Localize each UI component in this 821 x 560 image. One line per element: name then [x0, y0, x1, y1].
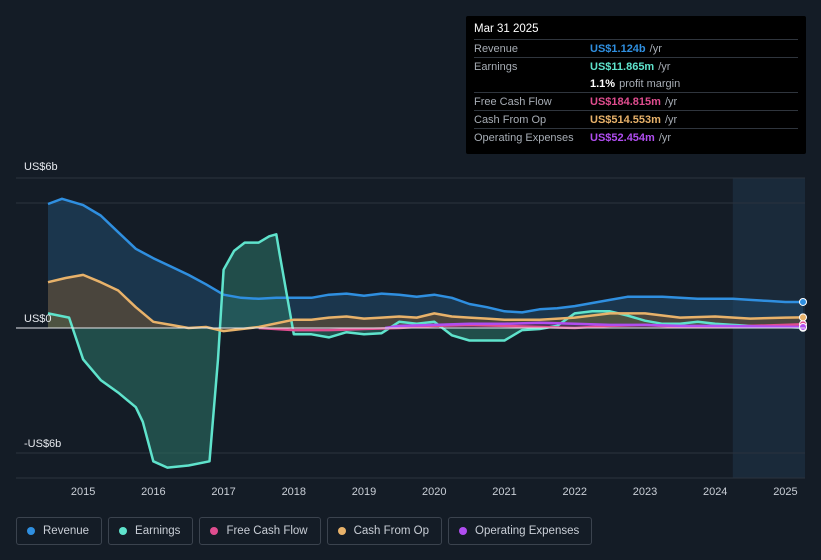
tooltip-row: Earnings US$11.865m/yr: [474, 57, 798, 75]
x-tick-label: 2020: [422, 486, 446, 498]
legend-dot-icon: [119, 527, 128, 535]
legend: Revenue Earnings Free Cash Flow Cash From O…: [16, 517, 593, 546]
legend-item-free-cash-flow[interactable]: Free Cash Flow: [199, 517, 321, 545]
x-tick-label: 2015: [71, 486, 95, 498]
series-end-point-3: [799, 313, 807, 322]
series-end-point-4: [799, 322, 807, 331]
tooltip: Mar 31 2025 Revenue US$1.124b/yr Earnings U…: [466, 16, 806, 154]
tooltip-row-unit: /yr: [658, 132, 672, 144]
legend-item-operating-expenses[interactable]: Operating Expenses: [448, 517, 593, 545]
legend-label: Earnings: [135, 525, 181, 537]
tooltip-row: 1.1% profit margin: [474, 75, 798, 92]
tooltip-row: Cash From Op US$514.553m/yr: [474, 110, 798, 128]
series-end-point-0: [799, 297, 807, 306]
legend-label: Free Cash Flow: [226, 525, 308, 537]
legend-label: Revenue: [43, 525, 90, 537]
legend-item-earnings[interactable]: Earnings: [108, 517, 194, 545]
series-area-1: [48, 234, 803, 468]
legend-dot-icon: [337, 527, 346, 535]
series-areas: [48, 198, 803, 468]
series-area-3: [48, 274, 803, 332]
series-line-4: [384, 321, 804, 330]
x-tick-label: 2019: [352, 486, 376, 498]
tooltip-date: Mar 31 2025: [474, 23, 539, 35]
x-tick-label: 2021: [492, 486, 516, 498]
tooltip-row: Revenue US$1.124b/yr: [474, 39, 798, 57]
tooltip-row: Free Cash Flow US$184.815m/yr: [474, 92, 798, 110]
x-tick-label: 2016: [141, 486, 165, 498]
tooltip-row-label: Cash From Op: [474, 114, 547, 126]
series-area-0: [48, 198, 803, 328]
tooltip-row-unit: /yr: [658, 61, 671, 73]
legend-dot-icon: [459, 527, 468, 535]
axis-labels: US$6b US$0 -US$6b 2015 2016 2017 2018 2019 2020 2…: [24, 161, 798, 498]
tooltip-row-label: Earnings: [474, 61, 518, 73]
series-line-0: [47, 197, 803, 314]
y-axis-label: US$0: [24, 313, 52, 325]
x-tick-label: 2017: [211, 486, 235, 498]
tooltip-row-unit: /yr: [664, 96, 678, 108]
series-line-3: [47, 273, 804, 333]
tooltip-row-label: Operating Expenses: [474, 132, 574, 144]
x-tick-label: 2018: [282, 486, 306, 498]
legend-dot-icon: [27, 527, 35, 535]
tooltip-row-value: US$184.815m: [590, 96, 661, 108]
legend-label: Operating Expenses: [475, 525, 580, 537]
legend-label: Cash From Op: [353, 525, 430, 537]
x-tick-label: 2022: [563, 486, 587, 498]
legend-item-revenue[interactable]: Revenue: [16, 517, 103, 545]
tooltip-row: Operating Expenses US$52.454m/yr: [474, 128, 798, 146]
tooltip-row-unit: /yr: [664, 114, 678, 126]
tooltip-row-value: US$1.124b: [590, 43, 646, 55]
x-tick-label: 2023: [633, 486, 657, 498]
series-line-1: [47, 233, 804, 469]
tooltip-row-unit: profit margin: [619, 78, 681, 90]
legend-dot-icon: [210, 527, 219, 535]
tooltip-row-unit: /yr: [649, 43, 662, 55]
tooltip-row-label: Free Cash Flow: [474, 96, 552, 108]
legend-item-cash-from-op[interactable]: Cash From Op: [326, 517, 443, 545]
x-tick-label: 2024: [703, 486, 727, 498]
series-lines: [16, 197, 807, 469]
chart: US$6b US$0 -US$6b 2015 2016 2017 2018 2019 2020 2…: [16, 161, 807, 498]
y-axis-label: -US$6b: [24, 438, 61, 450]
tooltip-row-value: US$514.553m: [590, 114, 661, 126]
tooltip-row-label: Revenue: [474, 43, 519, 55]
tooltip-row-value: 1.1%: [590, 78, 616, 90]
x-tick-label: 2025: [773, 486, 797, 498]
y-axis-label: US$6b: [24, 161, 58, 173]
tooltip-row-value: US$52.454m: [590, 132, 655, 144]
tooltip-row-value: US$11.865m: [590, 61, 655, 73]
